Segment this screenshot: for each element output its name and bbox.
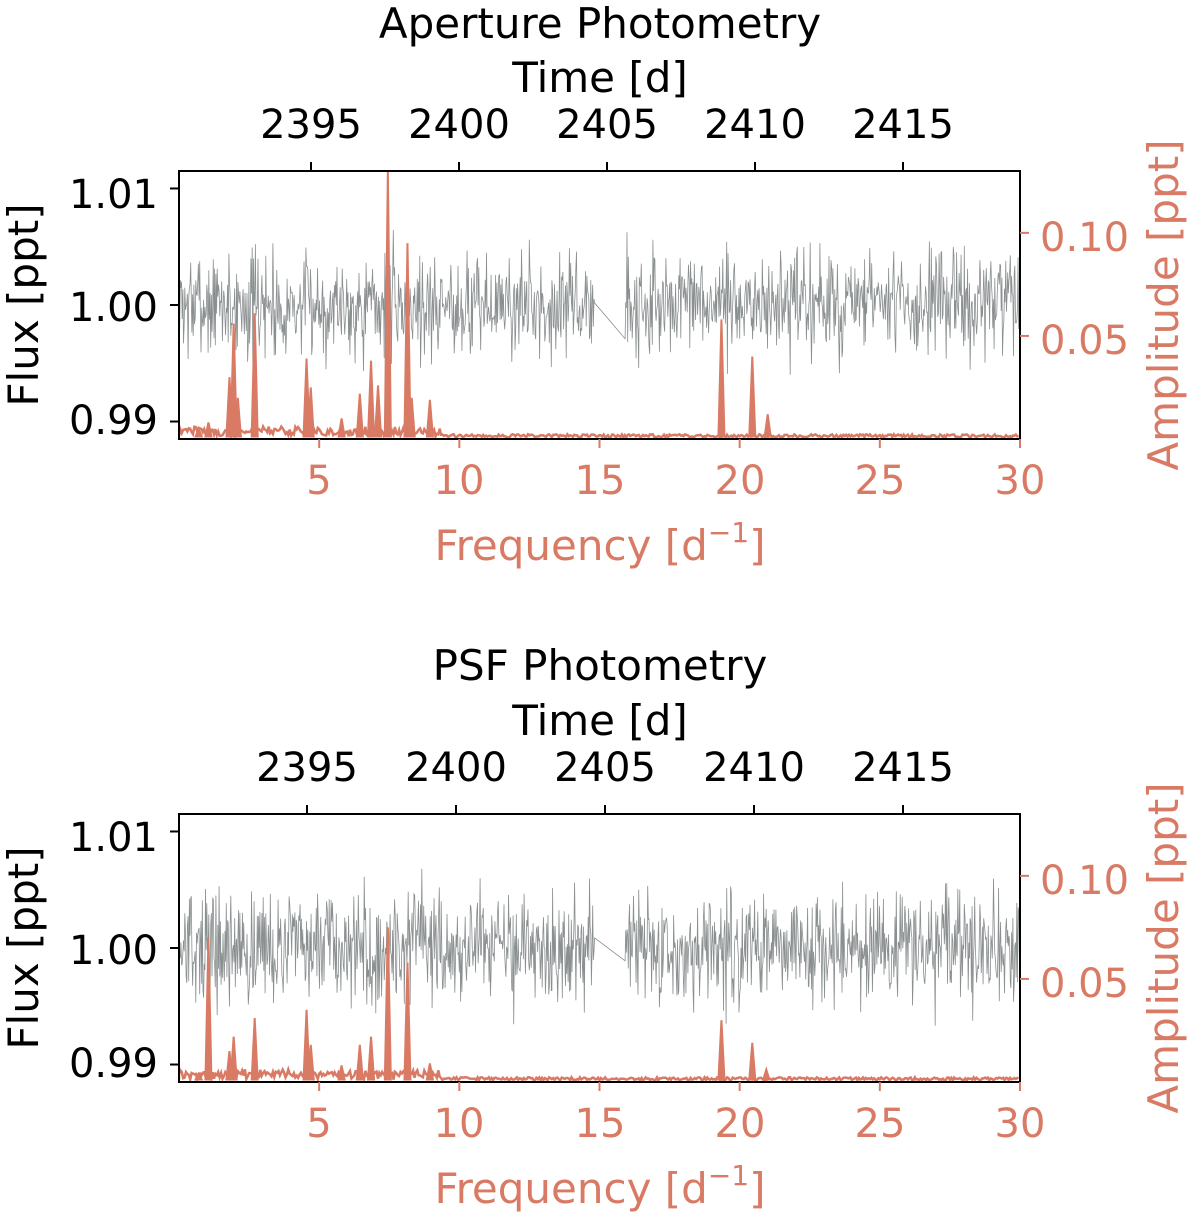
bottom-axis-label-end: ] — [749, 1164, 765, 1213]
spectrum-peak — [250, 313, 259, 438]
top-tick-labels: 2395 2400 2405 2410 2415 — [260, 102, 954, 148]
spectrum-peak — [306, 1044, 315, 1081]
left-tick-label: 1.00 — [69, 928, 158, 974]
amplitude-spectrum — [179, 1065, 1020, 1082]
bottom-tick-label: 20 — [715, 1101, 766, 1147]
spectrum-peak — [383, 171, 392, 438]
psf-photometry-panel: PSF Photometry Time [d] 2395 2400 2405 2… — [0, 641, 1188, 1213]
spectrum-peak — [233, 397, 242, 438]
light-curve — [179, 868, 1020, 1026]
spectrum-peak — [204, 937, 213, 1081]
spectrum-peak — [355, 393, 364, 438]
right-axis-label: Amplitude [ppt] — [1139, 782, 1188, 1113]
top-tick-label: 2405 — [556, 102, 658, 148]
spectrum-peak — [425, 1063, 435, 1081]
bottom-tick-label: 25 — [855, 458, 906, 504]
spectrum-peak — [250, 1018, 259, 1081]
panel-title: Aperture Photometry — [379, 0, 821, 48]
bottom-axis-label-sup: −1 — [708, 516, 749, 549]
amplitude-spectrum — [179, 423, 1019, 439]
aperture-photometry-panel: Aperture Photometry Time [d] 2395 2400 2… — [0, 0, 1188, 570]
top-tick-label: 2395 — [260, 102, 362, 148]
left-tick-labels: 1.01 1.00 0.99 — [69, 815, 158, 1087]
spectrum-peak — [355, 1044, 364, 1081]
spectrum-peak — [337, 418, 346, 438]
right-tick-labels: 0.10 0.05 — [1040, 858, 1129, 1007]
right-tick-label: 0.10 — [1040, 858, 1129, 904]
spectrum-peak — [306, 387, 315, 438]
plot-area — [170, 805, 1029, 1091]
top-axis-label: Time [d] — [511, 53, 688, 102]
spectrum-peak — [407, 397, 416, 438]
spectrum-peak — [425, 399, 434, 438]
left-tick-label: 0.99 — [69, 398, 158, 444]
spectrum-peak — [717, 1020, 726, 1081]
spectrum-peak — [366, 1036, 376, 1081]
bottom-tick-label: 30 — [995, 1101, 1046, 1147]
left-tick-label: 1.01 — [69, 172, 158, 218]
bottom-tick-label: 5 — [306, 1101, 331, 1147]
spectrum-peak — [748, 356, 757, 438]
bottom-axis-label: Frequency [d−1] — [434, 1159, 765, 1213]
right-tick-label: 0.05 — [1040, 318, 1129, 364]
plot-area — [170, 162, 1029, 448]
left-tick-label: 1.00 — [69, 285, 158, 331]
bottom-tick-label: 5 — [306, 458, 331, 504]
spectrum-peak — [383, 927, 392, 1081]
light-curve — [179, 229, 1020, 375]
spectrum-peak — [403, 243, 412, 438]
bottom-tick-label: 15 — [575, 458, 626, 504]
bottom-axis-label-main: Frequency [d — [434, 521, 707, 570]
left-tick-labels: 1.01 1.00 0.99 — [69, 172, 158, 444]
top-tick-label: 2410 — [704, 102, 806, 148]
spectrum-peak — [748, 1042, 757, 1081]
panel-title: PSF Photometry — [433, 641, 768, 690]
plot-inner — [179, 868, 1020, 1082]
right-tick-label: 0.10 — [1040, 215, 1129, 261]
bottom-axis-label: Frequency [d−1] — [434, 516, 765, 570]
top-tick-label: 2415 — [852, 102, 954, 148]
top-axis-label: Time [d] — [511, 696, 688, 745]
spectrum-peak — [373, 385, 383, 438]
bottom-tick-label: 20 — [715, 458, 766, 504]
spectrum-peak — [229, 1036, 238, 1081]
spectrum-peak — [717, 319, 726, 438]
right-tick-label: 0.05 — [1040, 961, 1129, 1007]
top-tick-label: 2395 — [256, 745, 358, 791]
bottom-tick-labels: 5 10 15 20 25 30 — [306, 1101, 1045, 1147]
left-tick-label: 0.99 — [69, 1041, 158, 1087]
left-axis-label: Flux [ppt] — [0, 203, 48, 406]
bottom-tick-label: 15 — [575, 1101, 626, 1147]
right-tick-labels: 0.10 0.05 — [1040, 215, 1129, 364]
spectrum-peak — [337, 1065, 346, 1081]
right-axis-label: Amplitude [ppt] — [1139, 139, 1188, 470]
top-tick-label: 2400 — [405, 745, 507, 791]
bottom-tick-labels: 5 10 15 20 25 30 — [306, 458, 1045, 504]
spectrum-peak — [403, 962, 412, 1081]
spectrum-peak — [366, 360, 376, 438]
bottom-axis-label-sup: −1 — [708, 1159, 749, 1192]
plot-inner — [179, 171, 1020, 439]
bottom-tick-label: 10 — [434, 1101, 485, 1147]
spectrum-peak — [204, 422, 213, 438]
top-tick-label: 2410 — [703, 745, 805, 791]
bottom-tick-label: 25 — [855, 1101, 906, 1147]
left-axis-label: Flux [ppt] — [0, 846, 48, 1049]
spectrum-peak — [229, 323, 238, 438]
left-tick-label: 1.01 — [69, 815, 158, 861]
spectrum-peak — [763, 414, 772, 438]
bottom-tick-label: 30 — [995, 458, 1046, 504]
top-tick-label: 2415 — [852, 745, 954, 791]
spectrum-peak — [761, 1066, 771, 1081]
top-tick-labels: 2395 2400 2405 2410 2415 — [256, 745, 954, 791]
top-tick-label: 2400 — [408, 102, 510, 148]
spectrum-peak — [193, 1071, 204, 1081]
top-tick-label: 2405 — [554, 745, 656, 791]
spectrum-peak — [302, 1009, 311, 1081]
bottom-axis-label-end: ] — [749, 521, 765, 570]
spectrum-peak — [194, 425, 204, 438]
bottom-axis-label-main: Frequency [d — [434, 1164, 707, 1213]
bottom-tick-label: 10 — [434, 458, 485, 504]
